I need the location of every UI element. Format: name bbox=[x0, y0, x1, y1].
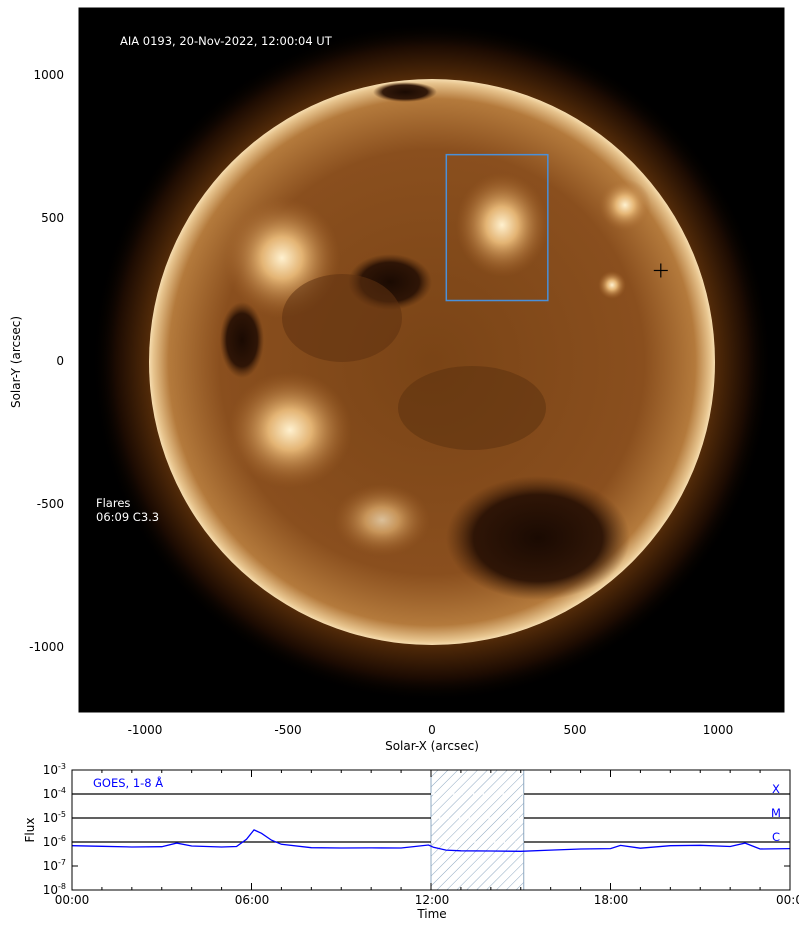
goes-legend-label: GOES, 1-8 Å bbox=[93, 776, 164, 790]
goes-y-tick-label: 10-8 bbox=[42, 882, 66, 898]
active-region-boxed bbox=[456, 173, 548, 277]
goes-x-tick-label: 18:00 bbox=[593, 893, 629, 907]
y-tick-label: -500 bbox=[36, 497, 64, 511]
y-tick-label: 500 bbox=[41, 211, 64, 225]
image-axis-ticks bbox=[79, 8, 784, 712]
dark-lane-center bbox=[398, 366, 546, 450]
class-label-m: M bbox=[771, 806, 781, 820]
y-axis-title: Solar-Y (arcsec) bbox=[9, 315, 23, 409]
goes-x-tick-label: 06:00 bbox=[234, 893, 270, 907]
active-region-s bbox=[334, 484, 430, 556]
bright-point bbox=[598, 271, 626, 299]
class-label-c: C bbox=[772, 830, 781, 844]
solar-image bbox=[79, 8, 784, 712]
y-tick-label: 1000 bbox=[33, 68, 64, 82]
active-region-se bbox=[228, 372, 352, 488]
plus-marker-icon bbox=[653, 263, 668, 278]
y-tick-label: 0 bbox=[56, 354, 64, 368]
goes-y-tick-label: 10-3 bbox=[42, 762, 66, 778]
goes-y-tick-label: 10-5 bbox=[42, 810, 66, 826]
goes-axis-ticks bbox=[71, 769, 791, 891]
flares-entry: 06:09 C3.3 bbox=[96, 510, 160, 524]
goes-x-tick-label: 00:00 bbox=[776, 893, 799, 907]
x-axis-title: Solar-X (arcsec) bbox=[385, 739, 479, 753]
goes-y-tick-label: 10-6 bbox=[42, 834, 66, 850]
dark-lane bbox=[282, 274, 402, 362]
x-tick-label: -500 bbox=[274, 723, 302, 737]
time-window-highlight bbox=[430, 769, 525, 891]
goes-y-tick-label: 10-7 bbox=[42, 858, 66, 874]
goes-class-lines-dashed bbox=[431, 793, 524, 843]
goes-y-axis-title: Flux bbox=[23, 817, 37, 843]
active-region-w bbox=[599, 179, 651, 231]
goes-class-lines bbox=[72, 793, 790, 843]
x-tick-label: 500 bbox=[563, 723, 587, 737]
goes-y-tick-label: 10-4 bbox=[42, 786, 66, 802]
goes-x-axis-title: Time bbox=[417, 907, 447, 921]
coronal-hole-south bbox=[446, 476, 630, 600]
x-tick-label: 0 bbox=[428, 723, 436, 737]
goes-x-tick-label: 12:00 bbox=[414, 893, 450, 907]
image-title: AIA 0193, 20-Nov-2022, 12:00:04 UT bbox=[120, 34, 332, 48]
flares-heading: Flares bbox=[96, 496, 131, 510]
x-tick-label: 1000 bbox=[702, 723, 734, 737]
coronal-hole-north bbox=[373, 82, 437, 102]
y-tick-label: -1000 bbox=[29, 640, 64, 654]
coronal-hole-east bbox=[220, 302, 264, 378]
region-of-interest-box bbox=[445, 153, 549, 302]
x-tick-label: -1000 bbox=[127, 723, 163, 737]
goes-flux-line bbox=[71, 829, 791, 852]
class-label-x: X bbox=[772, 782, 780, 796]
goes-x-tick-label: 00:00 bbox=[54, 893, 90, 907]
